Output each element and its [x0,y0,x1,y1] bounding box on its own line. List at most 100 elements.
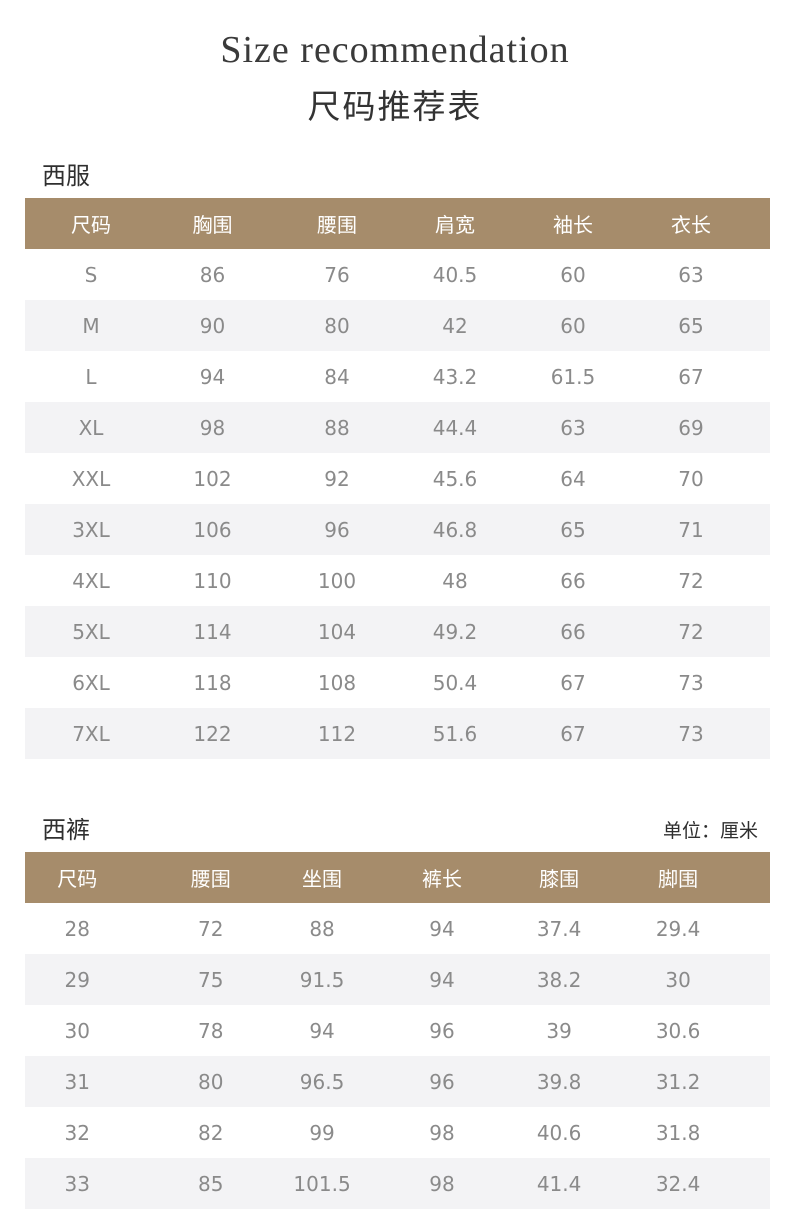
table-cell: 88 [324,415,350,440]
table-cell: S [84,262,98,287]
table-cell: 43.2 [432,364,478,389]
table-cell: 96 [324,517,350,542]
table-cell: 96 [429,1069,455,1094]
table-cell: 114 [193,619,232,644]
table-row: S 86 76 40.5 60 63 [25,249,770,300]
page-title-chinese: 尺码推荐表 [307,87,483,126]
table-row: 4XL 110 100 48 66 72 [25,555,770,606]
table-cell: 49.2 [432,619,478,644]
table-cell: 60 [560,262,586,287]
table-cell: 80 [198,1069,224,1094]
table-cell: 38.2 [536,967,582,992]
table-cell: 102 [193,466,232,491]
table-cell: 39.8 [536,1069,582,1094]
table-cell: 94 [429,916,455,941]
table-cell: 122 [193,721,232,746]
table-row: 28 72 88 94 37.4 29.4 [25,903,770,954]
table-cell: 50.4 [432,670,478,695]
table-cell: 67 [678,364,704,389]
table-cell: 106 [193,517,232,542]
column-header: 脚围 [658,867,699,891]
column-header: 膝围 [539,867,580,891]
table-row: 3XL 106 96 46.8 65 71 [25,504,770,555]
column-header: 尺码 [71,213,111,237]
table-cell: 51.6 [432,721,478,746]
table-cell: 37.4 [536,916,582,941]
column-header: 腰围 [317,213,357,237]
table-cell: 4XL [72,568,110,593]
table-cell: 5XL [72,619,110,644]
table-cell: 75 [198,967,224,992]
column-header: 肩宽 [435,213,475,237]
table-cell: 30 [665,967,691,992]
jacket-section-label: 西服 [42,162,90,190]
table-cell: 29 [64,967,90,992]
table-cell: 41.4 [536,1171,582,1196]
table-cell: 63 [560,415,586,440]
table-cell: 31 [64,1069,90,1094]
table-cell: 70 [678,466,704,491]
table-cell: 73 [678,721,704,746]
trousers-table-body: 28 72 88 94 37.4 29.4 29 75 91.5 94 38.2 30 30 78 94 96… [25,903,770,1209]
table-cell: 100 [317,568,357,593]
table-cell: 98 [429,1171,455,1196]
table-cell: 31.2 [655,1069,701,1094]
table-cell: 67 [560,721,586,746]
table-cell: 76 [324,262,350,287]
table-row: L 94 84 43.2 61.5 67 [25,351,770,402]
table-row: XXL 102 92 45.6 64 70 [25,453,770,504]
table-cell: 40.5 [432,262,478,287]
table-cell: 7XL [72,721,110,746]
table-cell: 69 [678,415,704,440]
trousers-table-header: 尺码 腰围 坐围 裤长 膝围 脚围 [25,852,770,903]
table-cell: 94 [429,967,455,992]
table-cell: 101.5 [293,1171,351,1196]
table-row: 30 78 94 96 39 30.6 [25,1005,770,1056]
column-header: 裤长 [422,867,463,891]
table-cell: 67 [560,670,586,695]
table-cell: 72 [198,916,224,941]
table-cell: XXL [71,466,111,491]
table-row: 7XL 122 112 51.6 67 73 [25,708,770,759]
table-cell: 6XL [72,670,110,695]
table-row: 5XL 114 104 49.2 66 72 [25,606,770,657]
table-cell: 96.5 [299,1069,345,1094]
table-cell: 46.8 [432,517,478,542]
table-cell: 98 [429,1120,455,1145]
table-cell: L [85,364,97,389]
table-cell: 60 [560,313,586,338]
table-cell: 88 [309,916,335,941]
table-cell: 104 [317,619,357,644]
trousers-size-table: 尺码 腰围 坐围 裤长 膝围 脚围 28 72 88 94 37.4 29.4 29 75 91… [25,852,770,1209]
table-cell: 94 [199,364,226,389]
table-cell: 72 [678,619,704,644]
table-cell: 91.5 [299,967,345,992]
table-row: M 90 80 42 60 65 [25,300,770,351]
table-cell: 110 [193,568,232,593]
table-cell: 73 [678,670,704,695]
table-cell: 29.4 [655,916,701,941]
table-cell: 96 [429,1018,455,1043]
table-cell: 82 [198,1120,224,1145]
table-cell: 32 [64,1120,90,1145]
column-header: 腰围 [190,867,231,891]
table-cell: 30.6 [655,1018,701,1043]
column-header: 尺码 [57,867,98,891]
table-cell: 108 [317,670,357,695]
table-row: 31 80 96.5 96 39.8 31.2 [25,1056,770,1107]
table-cell: 86 [199,262,226,287]
table-cell: 31.8 [655,1120,701,1145]
column-header: 坐围 [302,867,343,891]
table-cell: M [82,313,100,338]
jacket-table-body: S 86 76 40.5 60 63 M 90 80 42 60 65 L 94 84 43.2 61.5 67 X… [25,249,770,759]
table-cell: 42 [442,313,468,338]
table-cell: 80 [324,313,350,338]
table-row: 6XL 118 108 50.4 67 73 [25,657,770,708]
table-cell: 112 [317,721,357,746]
table-cell: 64 [560,466,586,491]
table-cell: 65 [678,313,704,338]
column-header: 衣长 [671,213,711,237]
trousers-section-label: 西裤 [42,816,90,844]
unit-label: 单位：厘米 [662,820,758,842]
table-cell: 72 [678,568,704,593]
